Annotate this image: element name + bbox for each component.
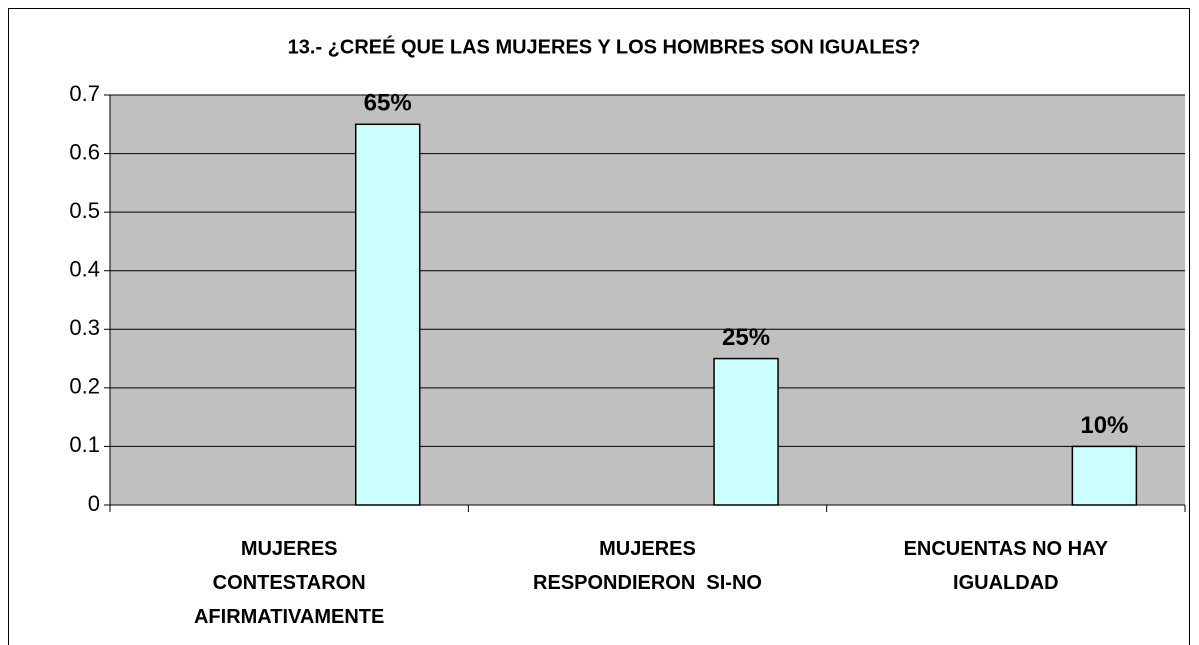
y-tick-label: 0.2 bbox=[69, 374, 100, 399]
chart-title: 13.- ¿CREÉ QUE LAS MUJERES Y LOS HOMBRES… bbox=[288, 35, 921, 58]
x-tick-label: MUJERES RESPONDIERON SI-NO bbox=[533, 538, 762, 594]
bar bbox=[1071, 445, 1138, 506]
y-tick-label: 0 bbox=[88, 491, 100, 516]
y-tick-label: 0.5 bbox=[69, 198, 100, 223]
bar bbox=[713, 357, 779, 506]
plot-area bbox=[110, 95, 1185, 505]
y-tick-label: 0.7 bbox=[69, 81, 100, 106]
x-tick-label: ENCUENTAS NO HAY IGUALDAD bbox=[904, 538, 1109, 594]
x-tick-label: MUJERES CONTESTARON AFIRMATIVAMENTE bbox=[194, 538, 384, 628]
y-tick-label: 0.3 bbox=[69, 315, 100, 340]
bar bbox=[354, 123, 421, 506]
y-tick-label: 0.4 bbox=[69, 257, 100, 282]
data-label: 25% bbox=[722, 324, 770, 351]
y-tick-label: 0.6 bbox=[69, 139, 100, 164]
data-label: 65% bbox=[364, 90, 412, 117]
data-label: 10% bbox=[1080, 412, 1128, 439]
y-tick-label: 0.1 bbox=[69, 432, 100, 457]
